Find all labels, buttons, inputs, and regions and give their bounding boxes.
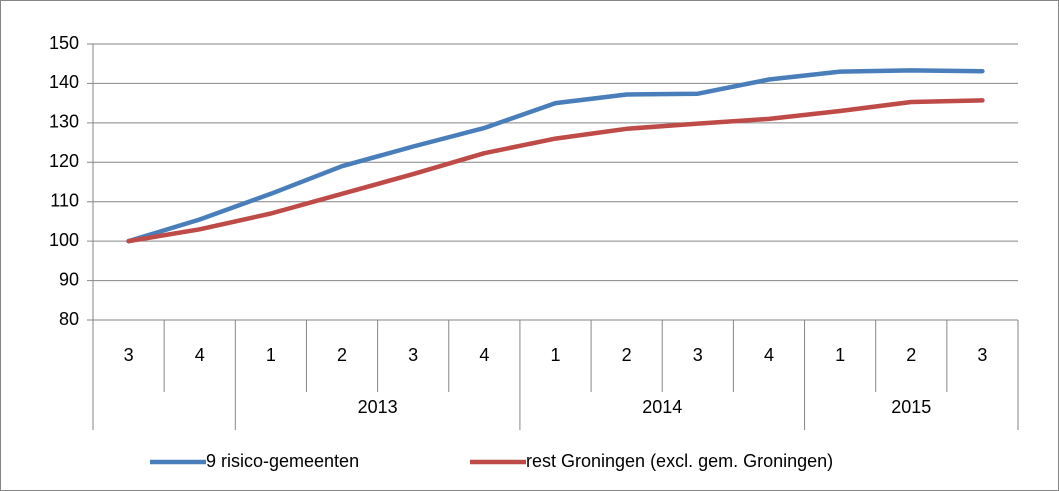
series-line: [126, 98, 985, 244]
y-tick-label: 110: [50, 190, 79, 210]
year-label: 2013: [358, 397, 398, 417]
x-tick-label: 1: [550, 345, 560, 365]
x-tick-label: 2: [906, 345, 916, 365]
year-label: 2014: [642, 397, 682, 417]
y-tick-label: 100: [49, 230, 79, 250]
x-tick-label: 4: [764, 345, 774, 365]
x-tick-label: 2: [622, 345, 632, 365]
legend-label: rest Groningen (excl. gem. Groningen): [526, 451, 833, 471]
y-tick-label: 120: [49, 151, 79, 171]
x-tick-label: 3: [977, 345, 987, 365]
year-label: 2015: [891, 397, 931, 417]
x-tick-label: 2: [337, 345, 347, 365]
x-tick-label: 1: [835, 345, 845, 365]
x-tick-label: 3: [124, 345, 134, 365]
y-tick-label: 150: [49, 33, 79, 53]
legend-label: 9 risico-gemeenten: [206, 451, 359, 471]
x-tick-label: 4: [195, 345, 205, 365]
y-tick-label: 140: [49, 72, 79, 92]
x-tick-label: 1: [266, 345, 276, 365]
x-tick-label: 3: [693, 345, 703, 365]
y-tick-label: 80: [59, 309, 79, 329]
x-tick-label: 3: [408, 345, 418, 365]
y-tick-label: 90: [59, 269, 79, 289]
y-tick-label: 130: [49, 112, 79, 132]
x-tick-label: 4: [479, 345, 489, 365]
series-line: [126, 68, 985, 244]
